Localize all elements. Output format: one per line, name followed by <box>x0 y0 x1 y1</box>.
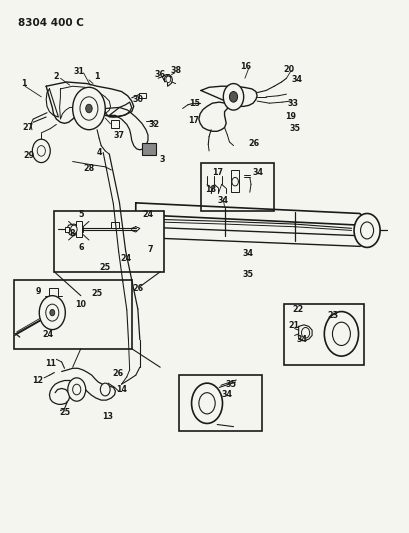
Bar <box>231 170 238 192</box>
Bar <box>284 304 363 365</box>
Text: 10: 10 <box>75 300 86 309</box>
Circle shape <box>353 214 379 247</box>
Bar <box>75 221 81 237</box>
Text: 13: 13 <box>101 411 112 421</box>
Bar <box>64 227 68 231</box>
Text: 19: 19 <box>284 112 295 122</box>
Bar <box>110 119 119 127</box>
Circle shape <box>80 97 98 120</box>
Text: 34: 34 <box>242 249 253 258</box>
Circle shape <box>231 177 238 186</box>
Text: 29: 29 <box>23 151 34 160</box>
Text: 37: 37 <box>114 131 125 140</box>
Text: 15: 15 <box>189 99 200 108</box>
Text: 1: 1 <box>21 79 27 88</box>
Text: 35: 35 <box>288 124 299 133</box>
Text: 21: 21 <box>288 321 299 330</box>
Circle shape <box>72 384 81 395</box>
Bar <box>139 93 146 98</box>
Circle shape <box>223 84 243 110</box>
Text: 30: 30 <box>132 95 143 104</box>
Bar <box>49 288 57 301</box>
Circle shape <box>360 222 373 239</box>
Text: 17: 17 <box>188 116 199 125</box>
Text: 25: 25 <box>59 408 70 417</box>
Text: 27: 27 <box>22 123 34 132</box>
Text: 33: 33 <box>286 99 297 108</box>
Text: 34: 34 <box>252 167 263 176</box>
Text: 7: 7 <box>147 245 153 254</box>
Circle shape <box>166 76 171 83</box>
Text: 24: 24 <box>43 330 54 339</box>
Text: 6: 6 <box>78 244 83 253</box>
Circle shape <box>32 139 50 163</box>
Bar <box>111 222 119 228</box>
Bar <box>79 227 83 231</box>
Circle shape <box>332 322 350 345</box>
Text: 32: 32 <box>148 120 159 129</box>
Text: 36: 36 <box>154 70 165 79</box>
Text: 14: 14 <box>116 385 127 394</box>
Circle shape <box>100 383 110 396</box>
Circle shape <box>67 378 85 401</box>
Text: 1: 1 <box>94 72 100 81</box>
Text: 22: 22 <box>292 305 303 314</box>
Text: 8: 8 <box>70 229 75 238</box>
Circle shape <box>39 296 65 329</box>
Text: 9: 9 <box>35 287 40 296</box>
Text: 16: 16 <box>240 62 251 70</box>
Text: 26: 26 <box>112 369 123 378</box>
Text: 35: 35 <box>225 379 236 389</box>
Text: 35: 35 <box>242 270 253 279</box>
Text: 4: 4 <box>96 148 101 157</box>
Circle shape <box>70 225 77 233</box>
Circle shape <box>37 146 45 156</box>
Text: 31: 31 <box>73 67 84 76</box>
Text: 3: 3 <box>159 155 164 164</box>
Text: 28: 28 <box>83 164 94 173</box>
Text: 23: 23 <box>327 311 338 320</box>
Circle shape <box>229 92 237 102</box>
Text: 34: 34 <box>296 335 307 344</box>
Text: 12: 12 <box>32 376 43 385</box>
Text: 20: 20 <box>282 64 293 74</box>
Text: 11: 11 <box>45 359 56 367</box>
Text: 34: 34 <box>290 75 301 84</box>
Circle shape <box>72 87 105 130</box>
Text: 5: 5 <box>78 210 83 219</box>
Bar <box>178 375 261 431</box>
Text: 24: 24 <box>120 254 131 263</box>
Circle shape <box>191 383 222 423</box>
Text: 34: 34 <box>221 390 232 399</box>
Text: 17: 17 <box>212 167 223 176</box>
Bar <box>13 280 131 349</box>
Text: 26: 26 <box>132 284 143 293</box>
Text: 25: 25 <box>91 288 102 297</box>
Circle shape <box>85 104 92 113</box>
Text: 2: 2 <box>54 72 59 81</box>
Bar <box>54 211 164 272</box>
Text: 24: 24 <box>142 210 153 219</box>
Circle shape <box>46 304 58 321</box>
Text: 34: 34 <box>217 196 228 205</box>
Text: 18: 18 <box>205 185 216 194</box>
Circle shape <box>301 327 309 338</box>
Circle shape <box>50 310 55 316</box>
Circle shape <box>198 393 215 414</box>
Text: 26: 26 <box>248 139 259 148</box>
Text: 25: 25 <box>99 263 110 272</box>
Text: 8304 400 C: 8304 400 C <box>18 18 83 28</box>
Text: 38: 38 <box>171 66 182 75</box>
Circle shape <box>324 312 357 356</box>
Bar <box>142 143 156 155</box>
Bar <box>200 163 274 211</box>
